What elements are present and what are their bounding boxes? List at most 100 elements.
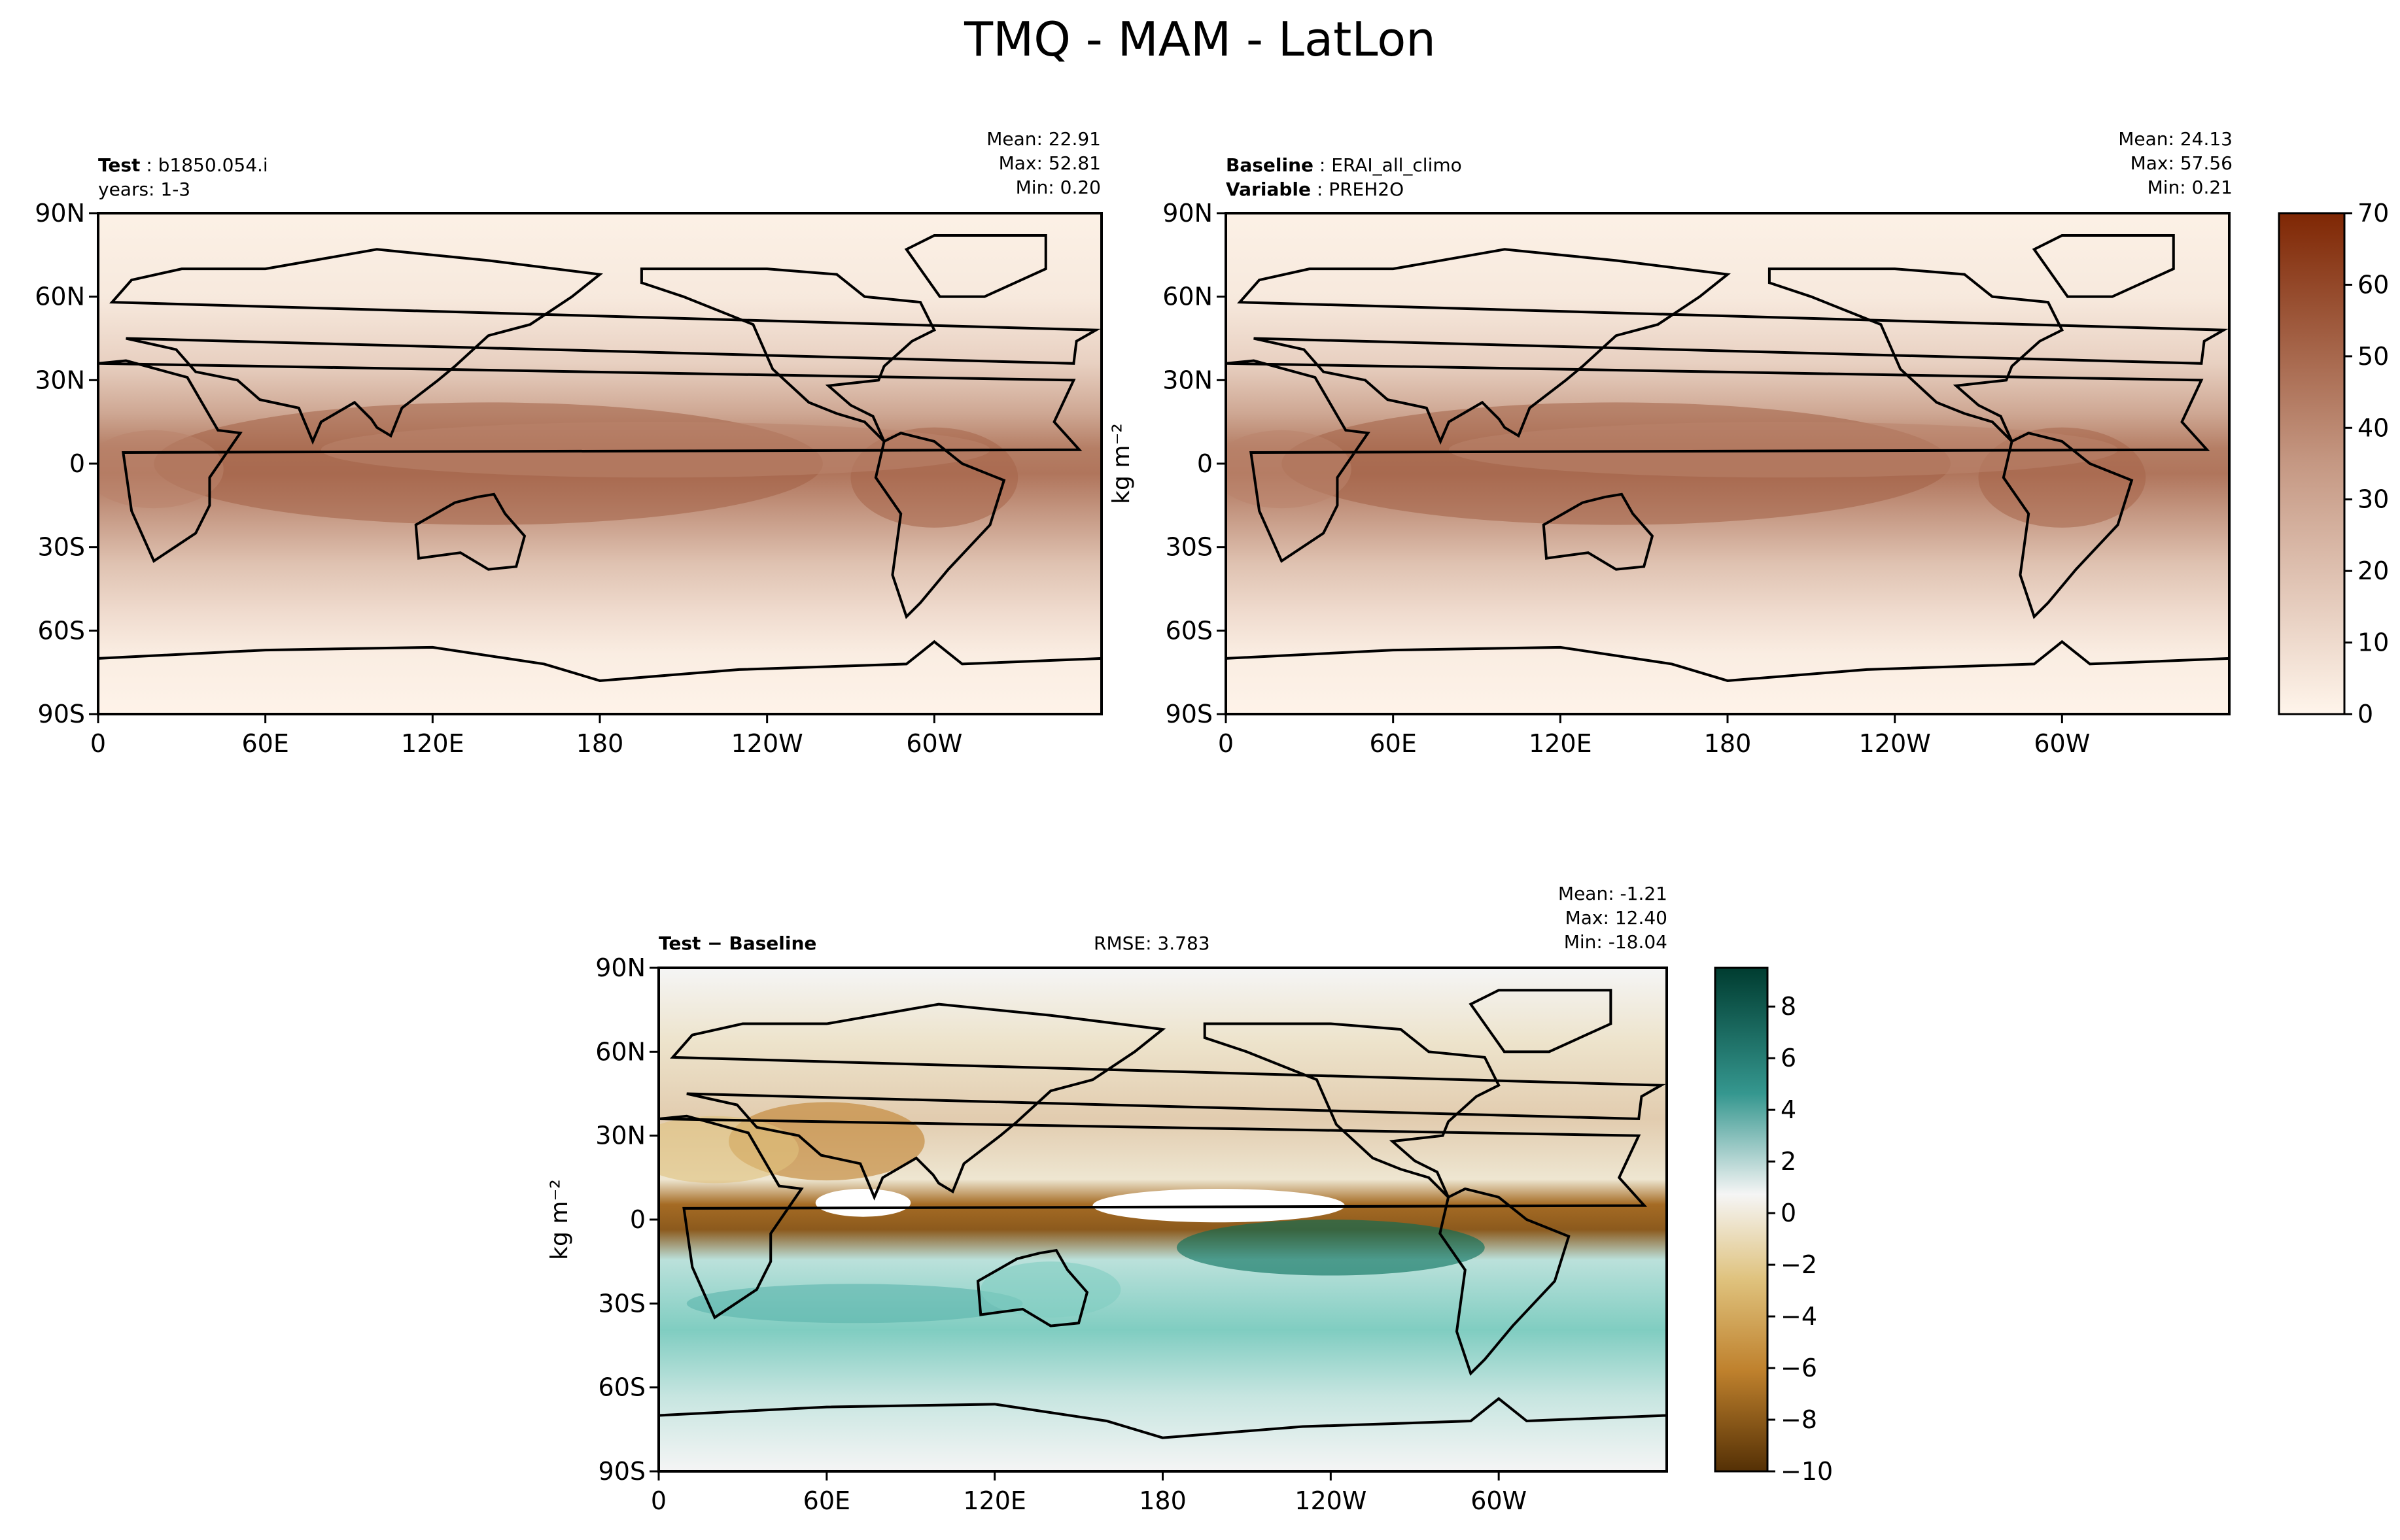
y-tick-label-2-1: 60N bbox=[595, 1037, 646, 1066]
diff-rmse: RMSE: 3.783 bbox=[1094, 931, 1210, 955]
x-tick-label-0-2: 120E bbox=[401, 729, 464, 758]
colorbar-tick-label-0-4: 40 bbox=[2357, 413, 2389, 442]
map-1-africa-outline bbox=[1226, 359, 2210, 563]
test-label-key: Test bbox=[98, 154, 141, 176]
map-1-greenland-outline bbox=[2032, 234, 2175, 298]
moisture-blob-1-2 bbox=[1226, 430, 1351, 509]
colorbar-tick-label-1-8: −8 bbox=[1781, 1405, 1817, 1434]
colorbar-tick-label-0-6: 60 bbox=[2357, 270, 2389, 299]
colorbar-fill-0 bbox=[2278, 212, 2346, 715]
diff-max: Max: 12.40 bbox=[1565, 907, 1667, 929]
map-2-australia-outline bbox=[976, 1248, 1089, 1327]
y-tick-label-2-2: 30N bbox=[595, 1121, 646, 1150]
x-tick-label-1-0: 0 bbox=[1218, 729, 1234, 758]
map-2 bbox=[659, 968, 1667, 1471]
x-tick-label-0-0: 0 bbox=[90, 729, 106, 758]
masked-region-0 bbox=[815, 1188, 911, 1217]
map-1-eurasia-outline bbox=[1237, 248, 2229, 445]
map-0-greenland-outline bbox=[904, 234, 1047, 298]
diff-label: Test − Baseline bbox=[659, 931, 816, 955]
colorbar-tick-label-1-7: −6 bbox=[1781, 1354, 1817, 1382]
y-tick-label-1-1: 60N bbox=[1162, 282, 1213, 311]
test-stats: Mean: 22.91 Max: 52.81 Min: 0.20 bbox=[986, 127, 1101, 199]
y-tick-label-2-0: 90N bbox=[595, 953, 646, 982]
x-tick-label-2-2: 120E bbox=[963, 1486, 1026, 1515]
diff-min: Min: -18.04 bbox=[1563, 931, 1667, 953]
y-tick-label-2-5: 60S bbox=[599, 1373, 646, 1402]
y-tick-label-0-3: 0 bbox=[69, 449, 85, 478]
y-tick-label-1-5: 60S bbox=[1166, 616, 1213, 645]
x-tick-label-2-3: 180 bbox=[1139, 1486, 1187, 1515]
colorbar-label-0: kg m⁻² bbox=[1108, 423, 1135, 504]
y-tick-label-0-4: 30S bbox=[38, 533, 85, 562]
colorbar-1: 8 6 4 2 0 −2 −4 −6 −8 −10 bbox=[1714, 967, 1833, 1486]
y-tick-label-1-4: 30S bbox=[1166, 533, 1213, 562]
map-0 bbox=[98, 213, 1102, 714]
baseline-min: Min: 0.21 bbox=[2147, 177, 2233, 198]
axes-1: 0 60E 120E 180 120W 60W 90N 60N 30N 0 30S 60S 90S bbox=[1162, 199, 2090, 758]
y-tick-label-0-6: 90S bbox=[38, 700, 85, 728]
x-tick-label-0-1: 60E bbox=[241, 729, 288, 758]
y-tick-label-1-3: 0 bbox=[1197, 449, 1213, 478]
baseline-variable-key: Variable bbox=[1226, 179, 1311, 200]
y-tick-label-0-5: 60S bbox=[38, 616, 85, 645]
x-tick-label-0-3: 180 bbox=[576, 729, 624, 758]
y-tick-label-1-0: 90N bbox=[1162, 199, 1213, 228]
colorbar-tick-label-0-2: 20 bbox=[2357, 556, 2389, 585]
baseline-max: Max: 57.56 bbox=[2130, 152, 2233, 174]
map-1-antarctica-outline bbox=[1226, 640, 2229, 714]
test-years: years: 1-3 bbox=[98, 179, 191, 200]
x-tick-label-1-3: 180 bbox=[1704, 729, 1752, 758]
y-tick-label-1-2: 30N bbox=[1162, 366, 1213, 394]
y-tick-label-2-3: 0 bbox=[630, 1205, 646, 1234]
colorbar-0: 0 10 20 30 40 50 60 70 kg m⁻² bbox=[1108, 199, 2389, 728]
test-mean: Mean: 22.91 bbox=[986, 128, 1101, 150]
colorbar-tick-label-1-2: 4 bbox=[1781, 1095, 1796, 1124]
baseline-label-key: Baseline bbox=[1226, 154, 1314, 176]
map-0-south-america-outline bbox=[874, 432, 1006, 619]
map-2-south-america-outline bbox=[1438, 1187, 1571, 1376]
y-tick-label-2-4: 30S bbox=[599, 1289, 646, 1318]
colorbar-tick-label-0-1: 10 bbox=[2357, 628, 2389, 657]
map-0-north-america-outline bbox=[640, 267, 937, 443]
y-tick-label-1-6: 90S bbox=[1166, 700, 1213, 728]
test-label: Test : b1850.054.i years: 1-3 bbox=[98, 154, 268, 200]
colorbar-tick-label-1-3: 2 bbox=[1781, 1147, 1796, 1176]
axes-2: 0 60E 120E 180 120W 60W 90N 60N 30N 0 30S 60S 90S kg … bbox=[546, 953, 1527, 1515]
map-2-greenland-outline bbox=[1469, 989, 1612, 1053]
y-axis-label-2: kg m⁻² bbox=[546, 1179, 573, 1260]
figure-title: TMQ - MAM - LatLon bbox=[964, 12, 1436, 67]
map-1-south-america-outline bbox=[2002, 432, 2134, 619]
colorbar-tick-label-1-0: 8 bbox=[1781, 992, 1796, 1021]
baseline-mean: Mean: 24.13 bbox=[2118, 128, 2233, 150]
map-1-australia-outline bbox=[1542, 492, 1654, 571]
x-tick-label-2-0: 0 bbox=[651, 1486, 667, 1515]
anomaly-spot-1 bbox=[686, 1284, 1023, 1324]
y-tick-label-0-1: 60N bbox=[35, 282, 85, 311]
map-1 bbox=[1226, 213, 2229, 714]
baseline-label-value: ERAI_all_climo bbox=[1331, 154, 1462, 176]
map-0-antarctica-outline bbox=[98, 640, 1102, 714]
colorbar-tick-label-1-5: −2 bbox=[1781, 1250, 1817, 1279]
x-tick-label-2-1: 60E bbox=[803, 1486, 850, 1515]
x-tick-label-0-5: 60W bbox=[906, 729, 962, 758]
x-tick-label-2-5: 60W bbox=[1470, 1486, 1527, 1515]
x-tick-label-1-4: 120W bbox=[1859, 729, 1931, 758]
baseline-variable-value: PREH2O bbox=[1329, 179, 1404, 200]
test-label-value: b1850.054.i bbox=[158, 154, 268, 176]
y-tick-label-0-2: 30N bbox=[35, 366, 85, 394]
y-tick-label-0-0: 90N bbox=[35, 199, 85, 228]
anomaly-spot-4 bbox=[659, 1116, 799, 1184]
diff-label-text: Test − Baseline bbox=[659, 933, 817, 954]
diff-mean: Mean: -1.21 bbox=[1557, 883, 1667, 904]
x-tick-label-2-4: 120W bbox=[1295, 1486, 1366, 1515]
colorbar-fill-1 bbox=[1714, 967, 1769, 1473]
moisture-blob-0-2 bbox=[98, 430, 224, 509]
colorbar-tick-label-0-0: 0 bbox=[2357, 700, 2373, 728]
colorbar-tick-label-0-3: 30 bbox=[2357, 485, 2389, 514]
x-tick-label-0-4: 120W bbox=[731, 729, 803, 758]
x-tick-label-1-5: 60W bbox=[2034, 729, 2090, 758]
colorbar-tick-label-1-4: 0 bbox=[1781, 1199, 1796, 1227]
